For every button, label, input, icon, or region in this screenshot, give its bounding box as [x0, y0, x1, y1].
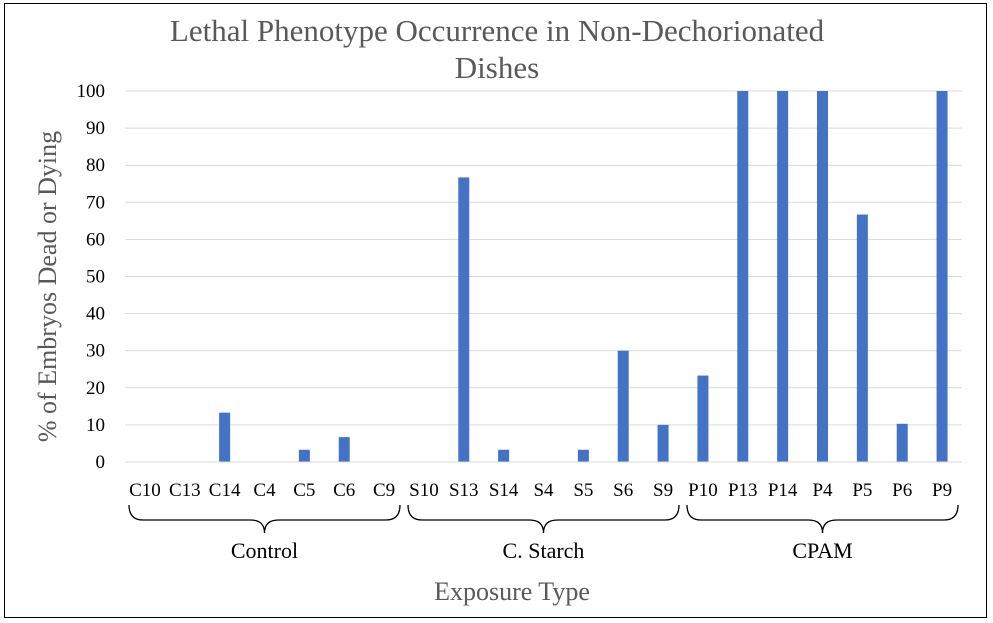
group-bracket [686, 504, 959, 534]
x-category-label: P13 [728, 480, 758, 501]
x-category-label: C5 [293, 480, 315, 501]
y-tick-label: 70 [86, 192, 105, 213]
bar-S13 [458, 177, 470, 462]
x-category-label: P14 [768, 480, 798, 501]
bar-P9 [936, 91, 948, 462]
bar-P5 [856, 214, 868, 462]
x-axis-categories: C10 C13 C14 C4 C5 C6 C9 S10 S13 S14 S4 S5 S6 S9 P10 P13… [129, 480, 952, 501]
y-axis-ticks: 0 10 20 30 40 50 60 70 80 90 100 [77, 81, 106, 473]
x-category-label: P10 [688, 480, 718, 501]
bars [219, 91, 948, 462]
bar-S6 [617, 350, 629, 462]
y-tick-label: 30 [86, 341, 105, 362]
y-tick-label: 40 [86, 304, 105, 325]
y-tick-label: 0 [96, 452, 106, 473]
x-category-label: P4 [812, 480, 833, 501]
y-axis-title: % of Embryos Dead or Dying [33, 131, 62, 442]
x-category-label: S6 [613, 480, 633, 501]
x-category-label: S10 [409, 480, 439, 501]
y-tick-label: 100 [77, 81, 106, 102]
x-category-label: S5 [573, 480, 593, 501]
bar-S5 [577, 449, 589, 462]
x-axis-title: Exposure Type [434, 577, 590, 606]
y-tick-label: 10 [86, 415, 105, 436]
chart-title-line-2: Dishes [455, 50, 539, 85]
gridlines [125, 90, 962, 426]
x-category-label: S9 [653, 480, 673, 501]
x-category-label: P5 [852, 480, 872, 501]
x-category-label: C13 [169, 480, 201, 501]
x-category-label: C14 [209, 480, 241, 501]
x-category-label: C10 [129, 480, 161, 501]
bar-P14 [777, 91, 789, 462]
y-tick-label: 60 [86, 229, 105, 250]
x-category-label: S14 [489, 480, 519, 501]
bar-P6 [896, 423, 908, 462]
x-category-label: S4 [533, 480, 554, 501]
bar-P4 [817, 91, 828, 462]
group-label: CPAM [792, 538, 852, 563]
bar-P10 [697, 375, 709, 462]
x-category-label: S13 [449, 480, 479, 501]
bar-S14 [498, 449, 510, 462]
x-category-label: P6 [892, 480, 912, 501]
x-category-label: C6 [333, 480, 355, 501]
x-category-label: C9 [373, 480, 395, 501]
y-tick-label: 50 [86, 267, 105, 288]
group-bracket [407, 504, 680, 534]
y-tick-label: 90 [86, 118, 105, 139]
bar-C14 [219, 412, 231, 462]
y-tick-label: 80 [86, 155, 105, 176]
chart-title-line-1: Lethal Phenotype Occurrence in Non-Decho… [170, 13, 825, 48]
bar-C5 [298, 449, 310, 462]
group-label: Control [231, 538, 298, 563]
bar-S9 [657, 424, 669, 462]
bar-C6 [338, 437, 350, 462]
group-brackets: Control C. Starch CPAM [128, 504, 959, 563]
group-label: C. Starch [503, 538, 585, 563]
group-bracket [128, 504, 401, 534]
y-tick-label: 20 [86, 378, 105, 399]
x-category-label: C4 [253, 480, 276, 501]
x-category-label: P9 [932, 480, 952, 501]
bar-P13 [737, 91, 749, 462]
